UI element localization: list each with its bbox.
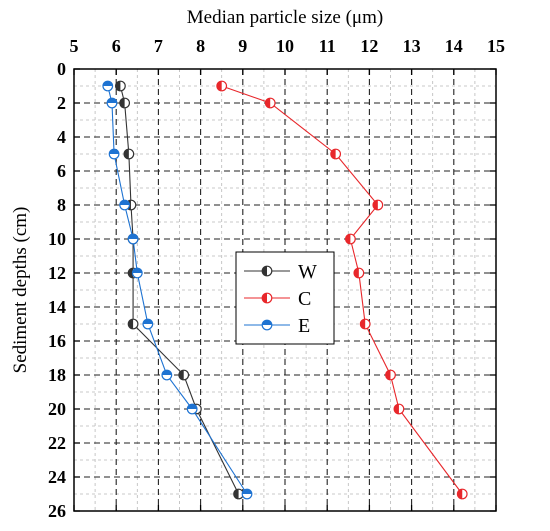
y-axis-title: Sediment depths (cm) xyxy=(10,207,31,374)
data-point-e xyxy=(127,233,139,245)
data-point-w xyxy=(127,318,139,330)
y-tick-label: 10 xyxy=(48,229,66,249)
legend: WCE xyxy=(235,251,335,345)
y-tick-label: 12 xyxy=(48,263,66,283)
data-point-c xyxy=(353,267,365,279)
y-tick-label: 2 xyxy=(57,93,66,113)
x-tick-label: 8 xyxy=(196,36,205,56)
y-tick-label: 20 xyxy=(48,399,66,419)
data-point-c xyxy=(359,318,371,330)
x-tick-label: 5 xyxy=(70,36,79,56)
x-axis-title: Median particle size (μm) xyxy=(187,7,383,28)
x-tick-label: 6 xyxy=(112,36,121,56)
y-tick-label: 24 xyxy=(48,467,66,487)
y-tick-label: 4 xyxy=(57,127,66,147)
legend-label: C xyxy=(298,288,311,310)
x-tick-label: 14 xyxy=(445,36,463,56)
data-point-c xyxy=(330,148,342,160)
data-point-e xyxy=(131,267,143,279)
data-point-w xyxy=(178,369,190,381)
legend-marker xyxy=(261,265,273,277)
y-tick-label: 26 xyxy=(48,501,66,521)
y-tick-label: 18 xyxy=(48,365,66,385)
x-tick-label: 7 xyxy=(154,36,163,56)
data-point-c xyxy=(264,97,276,109)
x-tick-label: 11 xyxy=(319,36,336,56)
data-point-w xyxy=(115,80,126,92)
y-tick-label: 0 xyxy=(57,59,66,79)
data-point-e xyxy=(161,369,173,381)
data-point-c xyxy=(345,233,356,245)
series-line-c xyxy=(221,85,463,495)
legend-label: W xyxy=(298,261,317,283)
data-point-e xyxy=(142,318,154,330)
y-tick-label: 22 xyxy=(48,433,66,453)
data-point-w xyxy=(119,97,131,109)
x-tick-label: 9 xyxy=(238,36,247,56)
legend-marker xyxy=(261,292,273,304)
data-point-e xyxy=(102,80,114,92)
data-point-c xyxy=(372,199,384,211)
data-point-c xyxy=(393,403,405,415)
y-tick-label: 6 xyxy=(57,161,66,181)
series-line-e xyxy=(107,85,248,495)
y-tick-label: 8 xyxy=(57,195,66,215)
y-tick-label: 14 xyxy=(48,297,66,317)
data-series xyxy=(102,80,468,500)
data-point-e xyxy=(241,488,253,500)
data-point-e xyxy=(106,97,118,109)
x-tick-label: 13 xyxy=(403,36,421,56)
x-tick-label: 10 xyxy=(276,36,294,56)
y-tick-label: 16 xyxy=(48,331,66,351)
data-point-c xyxy=(216,80,228,92)
legend-marker xyxy=(261,319,273,331)
series-line-w xyxy=(119,85,240,495)
data-point-e xyxy=(108,148,120,160)
data-point-c xyxy=(385,369,396,381)
x-tick-label: 12 xyxy=(360,36,378,56)
data-point-e xyxy=(186,403,198,415)
data-point-c xyxy=(456,488,468,500)
data-point-e xyxy=(119,199,131,211)
legend-label: E xyxy=(298,315,310,337)
x-tick-label: 15 xyxy=(487,36,505,56)
data-point-w xyxy=(123,148,135,160)
